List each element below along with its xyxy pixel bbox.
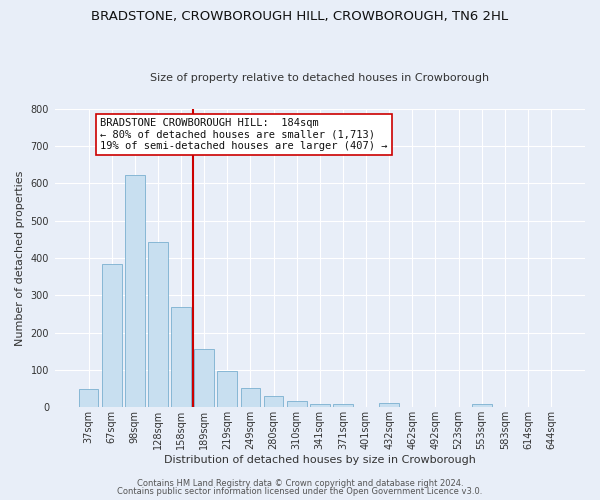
Text: BRADSTONE CROWBOROUGH HILL:  184sqm
← 80% of detached houses are smaller (1,713): BRADSTONE CROWBOROUGH HILL: 184sqm ← 80%… [100,118,388,152]
Bar [217,371,237,408]
Bar [148,242,168,408]
Bar [310,404,329,407]
Title: Size of property relative to detached houses in Crowborough: Size of property relative to detached ho… [150,73,490,83]
Bar [264,396,283,407]
Bar [472,404,491,407]
Text: Contains HM Land Registry data © Crown copyright and database right 2024.: Contains HM Land Registry data © Crown c… [137,478,463,488]
Bar [379,403,399,407]
Bar [287,400,307,407]
X-axis label: Distribution of detached houses by size in Crowborough: Distribution of detached houses by size … [164,455,476,465]
Bar [241,388,260,407]
Bar [102,264,122,408]
Bar [171,308,191,408]
Text: BRADSTONE, CROWBOROUGH HILL, CROWBOROUGH, TN6 2HL: BRADSTONE, CROWBOROUGH HILL, CROWBOROUGH… [91,10,509,23]
Bar [125,175,145,408]
Bar [333,404,353,407]
Bar [194,348,214,408]
Text: Contains public sector information licensed under the Open Government Licence v3: Contains public sector information licen… [118,487,482,496]
Y-axis label: Number of detached properties: Number of detached properties [15,170,25,346]
Bar [79,388,98,407]
